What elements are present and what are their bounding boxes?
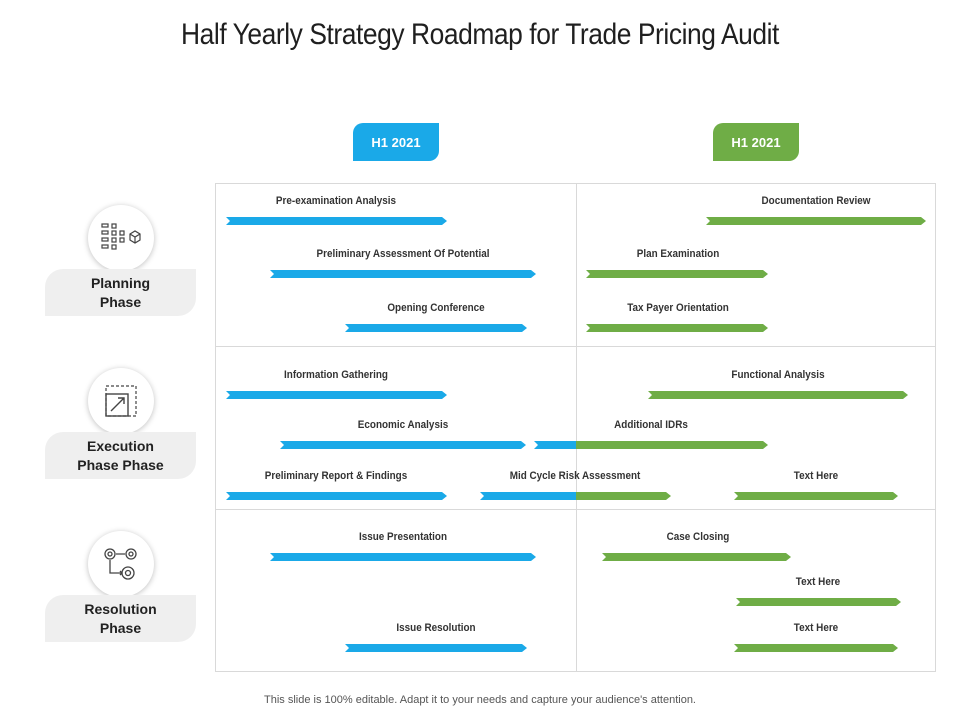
task-bar bbox=[480, 492, 576, 500]
resolution-gears-icon bbox=[104, 548, 137, 580]
task-label: Information Gathering bbox=[284, 369, 388, 381]
task-bar bbox=[226, 391, 447, 399]
grid-divider-row-2 bbox=[215, 509, 936, 510]
task-bar bbox=[534, 441, 576, 449]
phase-label-planning: Planning Phase bbox=[45, 269, 196, 316]
task-label: Functional Analysis bbox=[731, 369, 825, 381]
planning-phase-icon-circle bbox=[88, 205, 154, 271]
task-bar bbox=[280, 441, 526, 449]
task-bar bbox=[270, 553, 536, 561]
task-label: Text Here bbox=[793, 470, 839, 482]
task-bar bbox=[734, 492, 898, 500]
task-bar bbox=[736, 598, 901, 606]
task-label: Issue Resolution bbox=[396, 622, 476, 634]
task-bar bbox=[576, 441, 768, 449]
task-label: Opening Conference bbox=[387, 302, 485, 314]
task-label: Mid Cycle Risk Assessment bbox=[509, 470, 641, 482]
grid-divider-vertical bbox=[576, 183, 577, 672]
period-tab-2: H1 2021 bbox=[713, 123, 799, 161]
resolution-phase-icon-circle bbox=[88, 531, 154, 597]
task-label: Text Here bbox=[795, 576, 841, 588]
phase-label-resolution: Resolution Phase bbox=[45, 595, 196, 642]
task-bar bbox=[586, 324, 768, 332]
execution-phase-icon-circle bbox=[88, 368, 154, 434]
task-bar bbox=[734, 644, 898, 652]
task-label: Tax Payer Orientation bbox=[627, 302, 729, 314]
task-bar bbox=[226, 217, 447, 225]
period-tab-1: H1 2021 bbox=[353, 123, 439, 161]
planning-grid-icon bbox=[101, 223, 141, 250]
task-bar bbox=[270, 270, 536, 278]
task-label: Case Closing bbox=[666, 531, 730, 543]
task-bar bbox=[226, 492, 447, 500]
execution-resize-icon bbox=[105, 385, 137, 417]
footer-note: This slide is 100% editable. Adapt it to… bbox=[264, 694, 696, 706]
grid-divider-row-1 bbox=[215, 346, 936, 347]
task-label: Text Here bbox=[793, 622, 839, 634]
task-label: Documentation Review bbox=[761, 195, 871, 207]
task-label: Economic Analysis bbox=[357, 419, 449, 431]
task-bar bbox=[345, 644, 527, 652]
task-bar bbox=[345, 324, 527, 332]
task-label: Preliminary Assessment Of Potential bbox=[316, 248, 490, 260]
phase-label-execution: Execution Phase Phase bbox=[45, 432, 196, 479]
task-bar bbox=[648, 391, 908, 399]
task-bar bbox=[576, 492, 671, 500]
task-label: Issue Presentation bbox=[358, 531, 448, 543]
roadmap-grid bbox=[215, 183, 936, 672]
task-label: Pre-examination Analysis bbox=[275, 195, 397, 207]
task-label: Preliminary Report & Findings bbox=[264, 470, 408, 482]
task-label: Plan Examination bbox=[636, 248, 720, 260]
page-title: Half Yearly Strategy Roadmap for Trade P… bbox=[181, 18, 779, 51]
task-bar bbox=[586, 270, 768, 278]
task-label: Additional IDRs bbox=[614, 419, 688, 431]
task-bar bbox=[706, 217, 926, 225]
task-bar bbox=[602, 553, 791, 561]
